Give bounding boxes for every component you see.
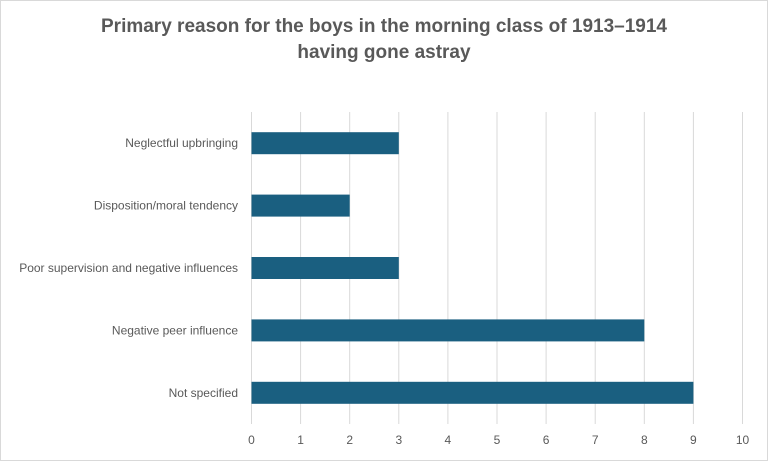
chart-title-line-1: Primary reason for the boys in the morni… — [101, 16, 667, 37]
bars — [251, 132, 694, 404]
x-tick-label: 8 — [641, 433, 648, 447]
category-labels: Neglectful upbringing Disposition/moral t… — [19, 136, 238, 400]
category-label: Neglectful upbringing — [125, 136, 238, 150]
x-tick-label: 6 — [543, 433, 550, 447]
bar — [251, 381, 694, 404]
x-tick-label: 9 — [690, 433, 697, 447]
x-tick-label: 0 — [248, 433, 255, 447]
bar — [251, 319, 645, 342]
bar — [251, 194, 350, 217]
x-tick-labels: 0 1 2 3 4 5 6 7 8 9 10 — [248, 433, 749, 447]
x-tick-label: 7 — [592, 433, 599, 447]
category-label: Not specified — [169, 386, 238, 400]
x-tick-label: 2 — [346, 433, 353, 447]
category-label: Poor supervision and negative influences — [19, 261, 238, 275]
x-tick-label: 3 — [395, 433, 402, 447]
x-tick-label: 1 — [297, 433, 304, 447]
chart-title-line-2: having gone astray — [297, 42, 471, 63]
bar — [251, 132, 399, 155]
x-tick-label: 10 — [736, 433, 750, 447]
bar — [251, 257, 399, 279]
category-label: Negative peer influence — [112, 323, 238, 337]
category-label: Disposition/moral tendency — [94, 199, 238, 213]
x-tick-label: 5 — [494, 433, 501, 447]
chart-title: Primary reason for the boys in the morni… — [0, 14, 768, 66]
x-tick-label: 4 — [445, 433, 452, 447]
